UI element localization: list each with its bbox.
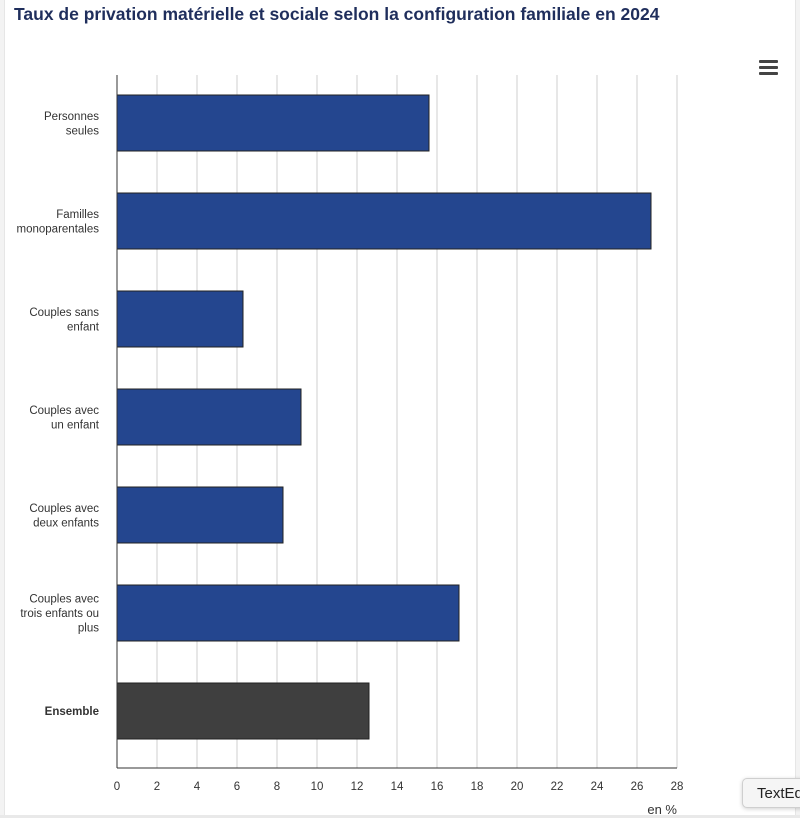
- x-tick-label: 0: [114, 781, 120, 793]
- x-tick-label: 14: [391, 781, 404, 793]
- x-tick-label: 26: [631, 781, 644, 793]
- category-label-line: trois enfants ou: [20, 608, 99, 620]
- bar: [116, 486, 284, 544]
- left-frame-border: [0, 0, 5, 818]
- category-label: Personnes seules: [44, 111, 99, 138]
- x-tick-label: 10: [311, 781, 324, 793]
- bar: [116, 290, 244, 348]
- category-label-line: Couples avec: [29, 594, 99, 606]
- bar: [116, 584, 460, 642]
- category-label-line: seules: [66, 125, 99, 137]
- category-label: Couples avec trois enfants ou plus: [20, 594, 99, 635]
- x-tick-label: 16: [431, 781, 444, 793]
- x-tick-label: 8: [274, 781, 280, 793]
- category-label-line: Couples sans: [29, 307, 99, 319]
- x-tick-label: 28: [671, 781, 684, 793]
- x-tick-label: 2: [154, 781, 160, 793]
- bottom-edge: [0, 815, 800, 818]
- category-label: Couples sans enfant: [29, 307, 99, 334]
- category-label: Familles monoparentales: [17, 209, 100, 236]
- x-axis-unit-label: en %: [647, 802, 677, 817]
- category-label-line: Couples avec: [29, 405, 99, 417]
- x-tick-label: 18: [471, 781, 484, 793]
- x-tick-label: 4: [194, 781, 201, 793]
- category-label-line: Ensemble: [45, 706, 99, 718]
- x-tick-label: 6: [234, 781, 240, 793]
- chart-title: Taux de privation matérielle et sociale …: [14, 4, 660, 24]
- x-tick-label: 24: [591, 781, 604, 793]
- category-label-line: deux enfants: [33, 517, 99, 529]
- category-label-line: monoparentales: [17, 223, 100, 235]
- x-tick-label: 22: [551, 781, 564, 793]
- category-label: Couples avec un enfant: [29, 405, 99, 432]
- category-label-line: Personnes: [44, 111, 99, 123]
- bar: [116, 94, 430, 152]
- bar: [116, 388, 302, 446]
- category-label-line: plus: [78, 623, 99, 635]
- category-label-line: Familles: [56, 209, 99, 221]
- category-label-line: Couples avec: [29, 503, 99, 515]
- category-label-line: enfant: [67, 321, 100, 333]
- bar: [116, 682, 370, 740]
- hamburger-menu-icon[interactable]: [756, 56, 782, 80]
- category-label-line: un enfant: [51, 419, 100, 431]
- x-tick-label: 12: [351, 781, 364, 793]
- category-label: Ensemble: [45, 706, 99, 718]
- bar: [116, 192, 652, 250]
- right-frame-border: [795, 0, 800, 818]
- x-tick-label: 20: [511, 781, 524, 793]
- texted-popup[interactable]: TextEd: [742, 778, 800, 808]
- category-label: Couples avec deux enfants: [29, 503, 99, 530]
